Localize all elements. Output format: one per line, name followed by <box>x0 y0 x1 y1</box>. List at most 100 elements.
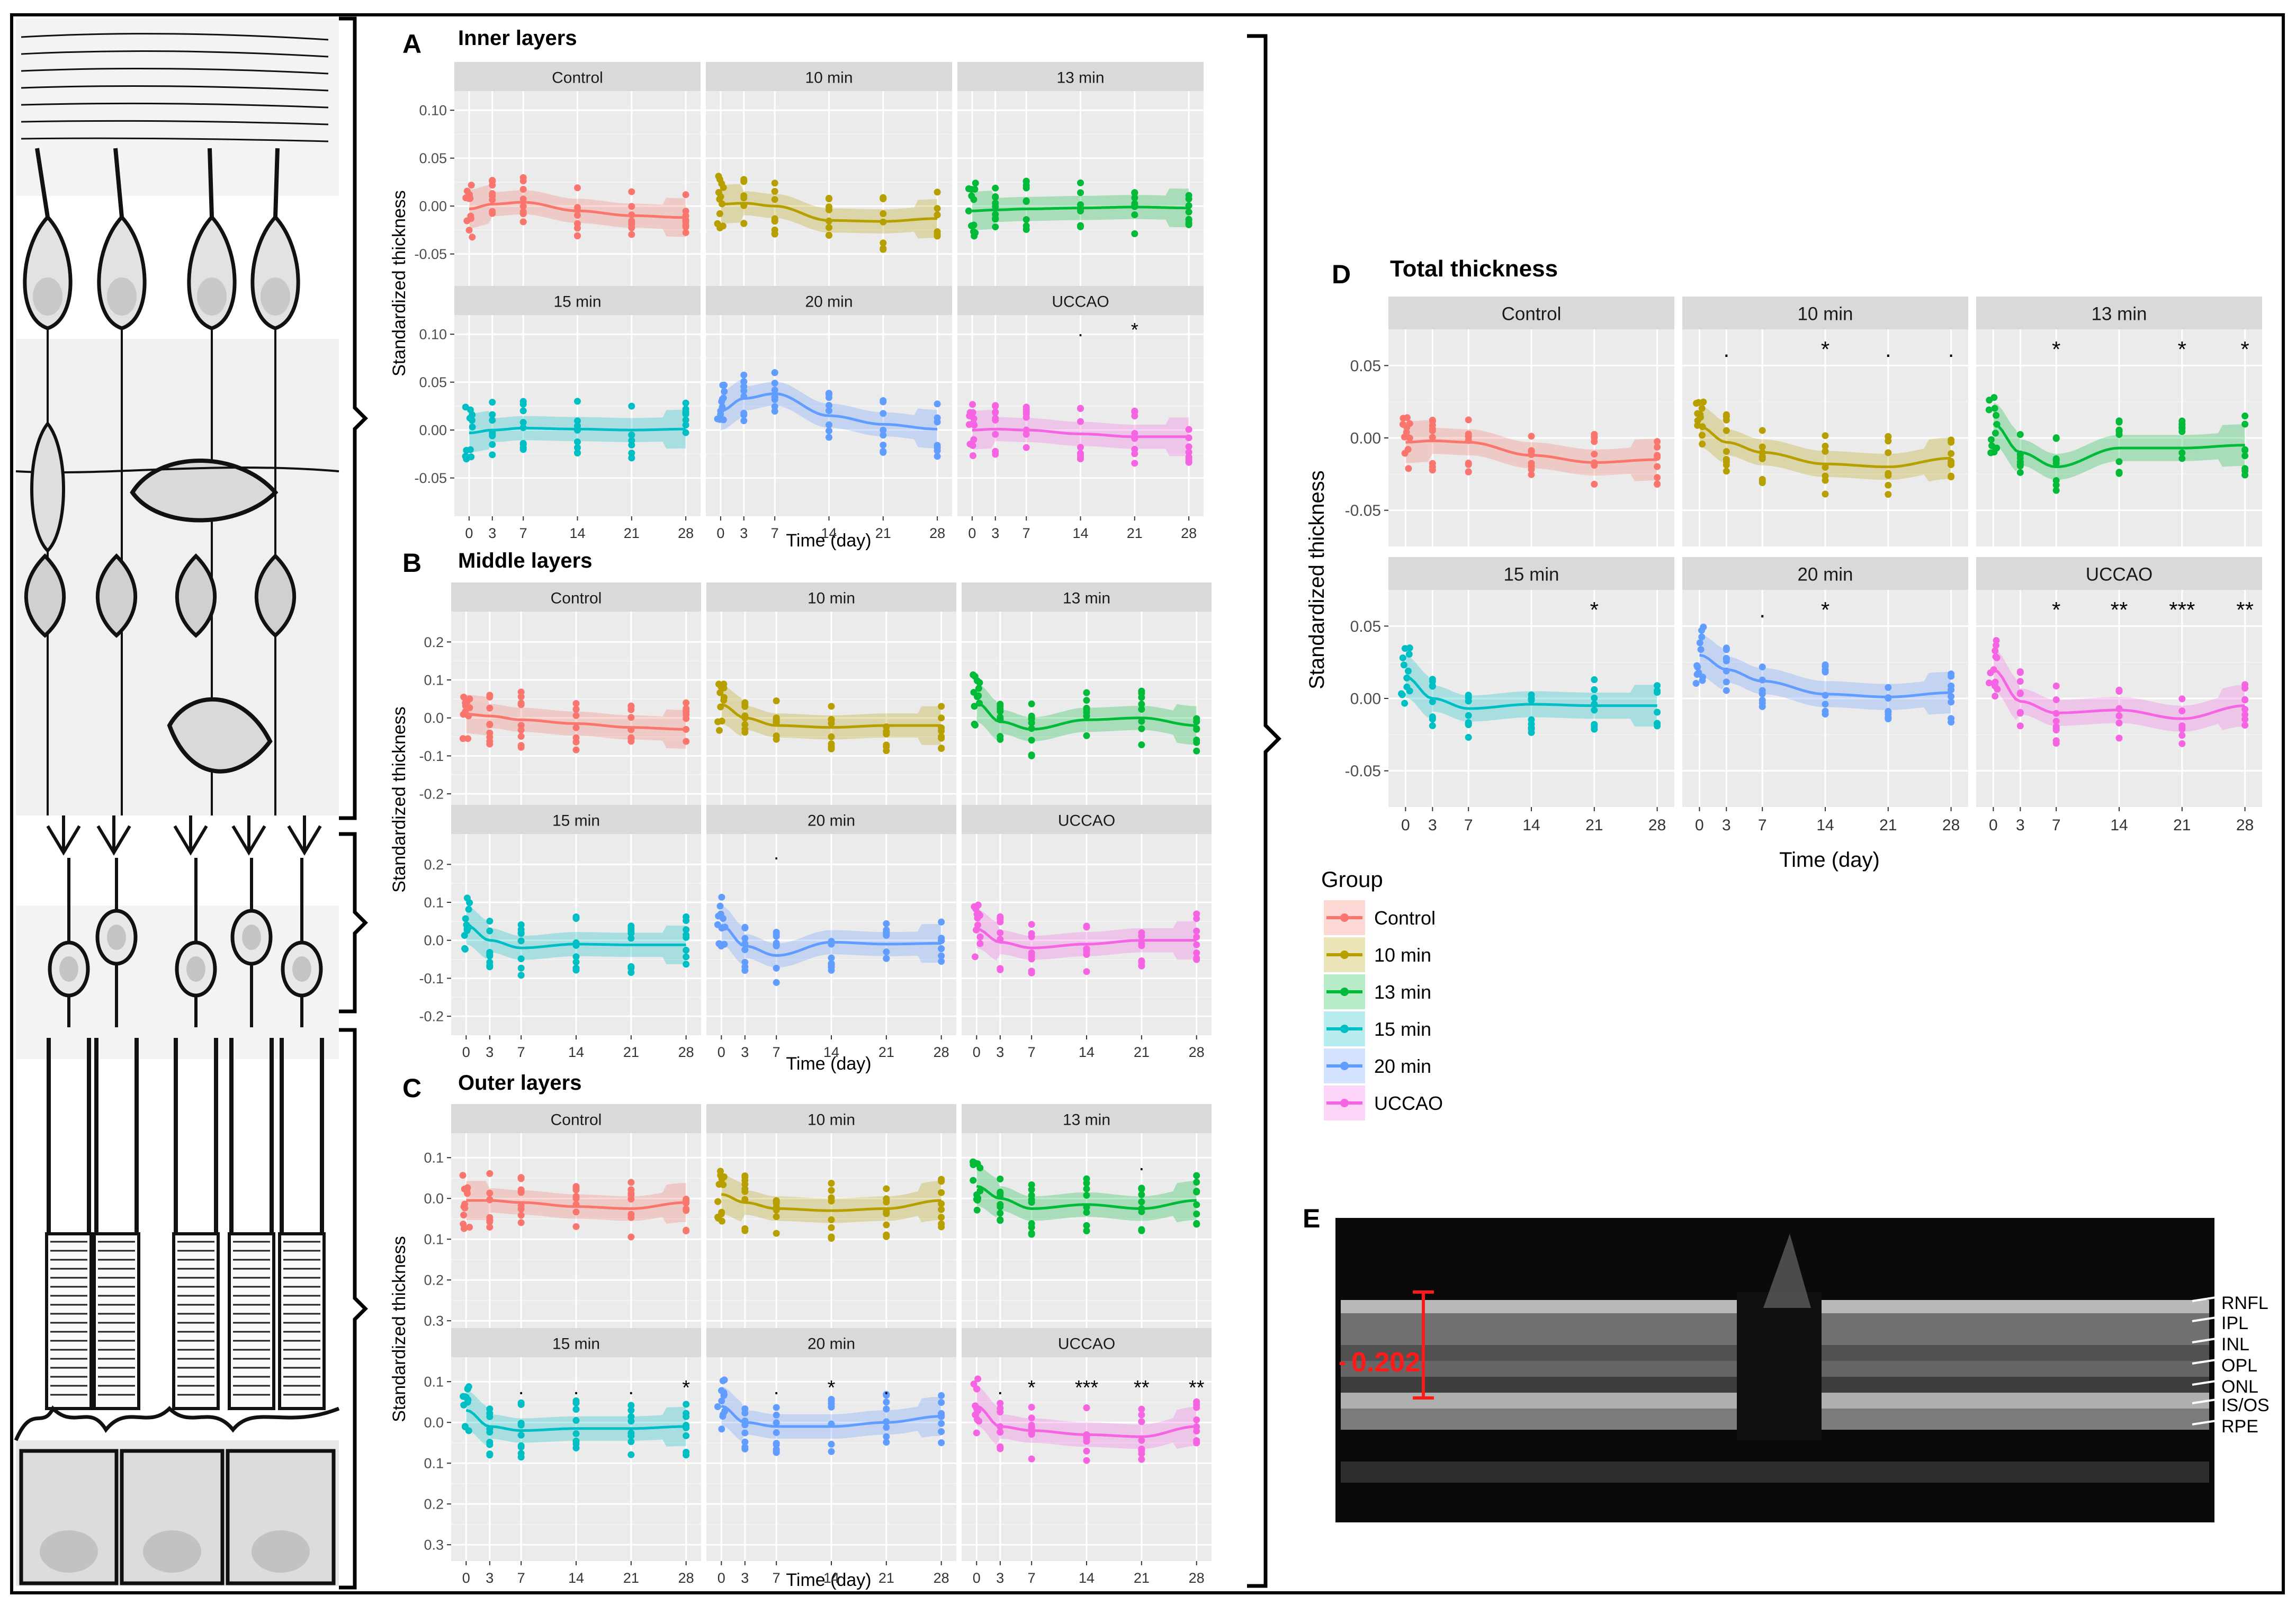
data-point <box>934 211 941 219</box>
data-point <box>883 1439 890 1446</box>
data-point <box>1185 449 1192 456</box>
oct-layer-label: INL <box>2221 1334 2249 1355</box>
x-tick-label: 14 <box>2110 817 2128 834</box>
data-point <box>1723 427 1730 434</box>
x-tick-label: 21 <box>1127 525 1143 541</box>
data-point <box>1083 1404 1090 1412</box>
data-point <box>1138 1437 1145 1444</box>
data-point <box>826 402 832 409</box>
y-tick-label: 0.3 <box>424 1313 444 1329</box>
data-point <box>1028 1199 1035 1206</box>
data-point <box>1138 1208 1145 1215</box>
panel-letter: A <box>402 29 421 59</box>
data-point <box>740 378 748 385</box>
legend-key-point <box>1340 913 1349 922</box>
data-point <box>1405 651 1413 658</box>
data-point <box>2178 724 2186 731</box>
x-tick-label: 0 <box>462 1044 470 1060</box>
data-point <box>1465 719 1472 727</box>
data-point <box>572 734 580 741</box>
data-point <box>1083 968 1090 975</box>
data-point <box>1822 711 1829 718</box>
significance-mark: * <box>1028 1377 1036 1399</box>
confidence-ribbon <box>1699 405 1951 482</box>
ganglion-nucleus <box>197 277 227 316</box>
data-point <box>938 1214 945 1221</box>
data-point <box>973 911 981 918</box>
data-point <box>883 1398 890 1406</box>
data-point <box>2016 709 2024 716</box>
facet-control: Control 0.05 0.00 -0.05 <box>1345 297 1674 546</box>
legend-item-label: Control <box>1374 907 1436 929</box>
data-point <box>828 745 835 752</box>
data-point <box>2115 417 2123 425</box>
data-point <box>773 1429 780 1436</box>
oct-layer-label: OPL <box>2221 1356 2257 1376</box>
data-point <box>1429 460 1436 467</box>
data-point <box>2241 420 2249 428</box>
data-point <box>1759 690 1766 697</box>
data-point <box>1528 433 1535 440</box>
data-point <box>1885 433 1892 441</box>
data-point <box>1083 689 1090 696</box>
facet-13-min: 13 min. <box>962 1104 1212 1337</box>
data-point <box>461 1204 469 1212</box>
y-tick-label: -0.05 <box>1345 763 1381 780</box>
data-point <box>572 705 580 713</box>
inner-segment <box>174 1038 218 1234</box>
rpe-nucleus <box>143 1530 201 1573</box>
data-point <box>683 738 690 745</box>
data-point <box>716 902 724 910</box>
data-point <box>1028 715 1035 723</box>
ganglion-nucleus <box>261 277 290 316</box>
data-point <box>1028 751 1035 759</box>
significance-mark: . <box>774 1377 779 1399</box>
data-point <box>771 387 778 394</box>
data-point <box>1138 962 1145 970</box>
oct-retina-bands <box>1340 1234 2209 1483</box>
data-point <box>720 1391 728 1398</box>
data-point <box>1138 929 1145 936</box>
data-point <box>1992 693 1999 700</box>
facet-strip <box>451 805 701 834</box>
significance-mark: * <box>682 1377 690 1399</box>
facet-strip-label: UCCAO <box>2086 564 2152 585</box>
data-point <box>1399 420 1406 428</box>
x-tick-label: 21 <box>623 1570 639 1586</box>
data-point <box>683 1401 690 1408</box>
x-tick-label: 28 <box>934 1044 949 1060</box>
data-point <box>976 679 983 686</box>
oct-layer-pointer <box>2192 1420 2217 1425</box>
data-point <box>1138 1405 1145 1413</box>
data-point <box>992 223 999 230</box>
data-point <box>938 745 945 752</box>
data-point <box>683 926 690 934</box>
facet-10-min: 10 min <box>706 582 956 813</box>
data-point <box>771 196 778 203</box>
amacrine-cell <box>130 459 279 523</box>
data-point <box>1028 737 1035 744</box>
trend-line <box>1993 422 2245 469</box>
data-point <box>826 427 832 435</box>
trend-line <box>720 202 938 223</box>
legend-key-point <box>1340 951 1349 959</box>
data-point <box>1083 945 1090 953</box>
data-point <box>1698 405 1706 412</box>
significance-mark: * <box>2052 597 2060 622</box>
data-point <box>1028 933 1035 940</box>
facet-20-min: 20 min. * . 0 3 7 14 21 28 <box>706 1328 956 1586</box>
data-point <box>683 961 690 968</box>
data-point <box>718 1208 725 1216</box>
data-point <box>1023 414 1030 421</box>
significance-mark: *** <box>2169 597 2195 622</box>
data-point <box>1654 474 1661 481</box>
data-point <box>1023 197 1030 204</box>
data-point <box>969 401 976 408</box>
data-point <box>628 231 635 238</box>
x-tick-label: 21 <box>878 1570 894 1586</box>
data-point <box>1193 1439 1200 1447</box>
data-point <box>486 1410 494 1417</box>
data-point <box>2178 695 2186 703</box>
y-tick-label: -0.2 <box>419 1009 444 1025</box>
data-point <box>627 1451 635 1458</box>
